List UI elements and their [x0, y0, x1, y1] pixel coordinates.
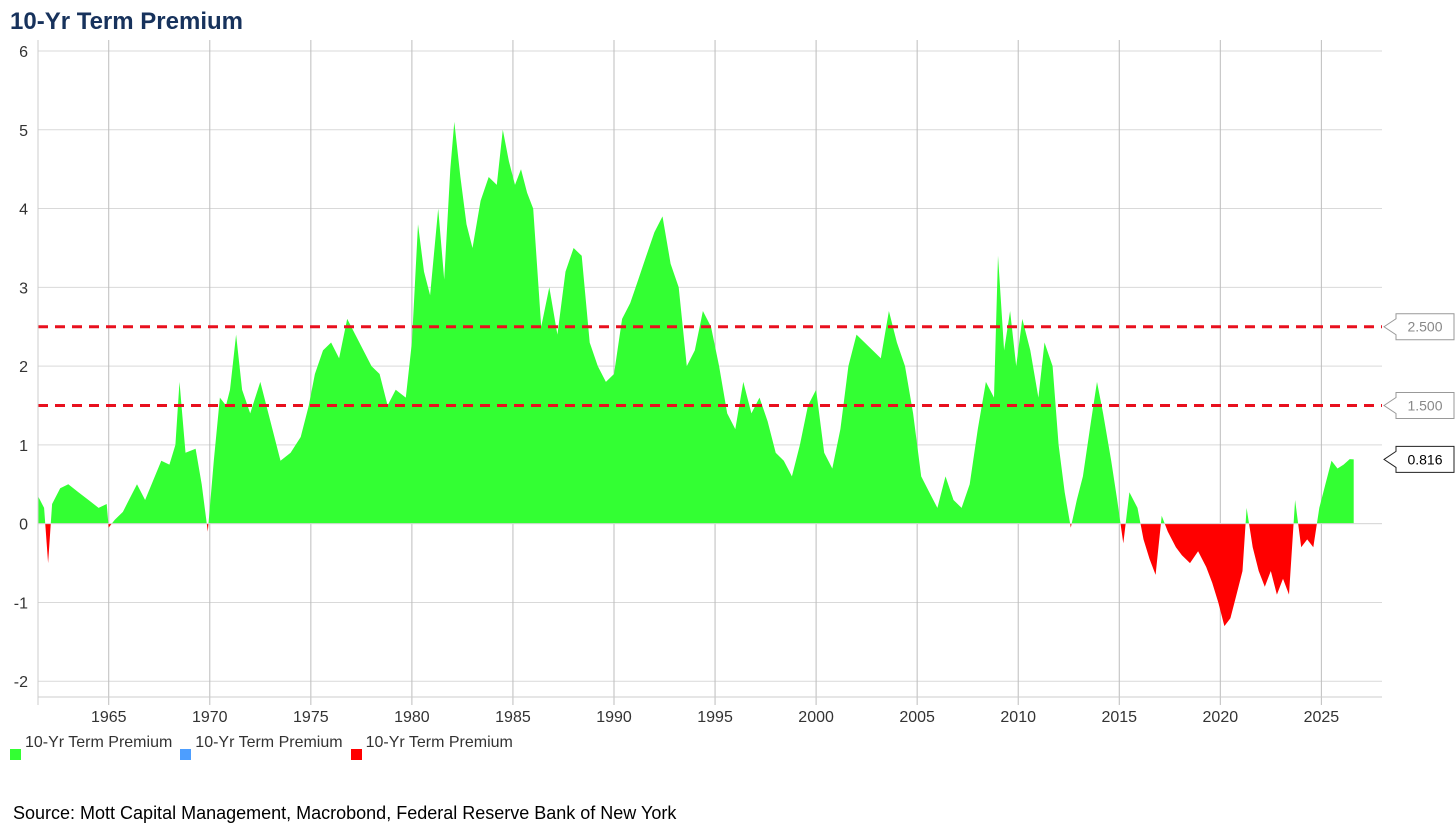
legend-label: 10-Yr Term Premium [195, 734, 343, 751]
legend-swatch-blue [180, 749, 192, 760]
reference-callout: 2.500 [1383, 313, 1455, 341]
y-tick-label: 5 [19, 123, 28, 140]
last-value-callout: 0.816 [1383, 445, 1455, 473]
y-tick-label: 1 [19, 438, 28, 455]
callout-box [1383, 313, 1455, 341]
value-callouts: 2.500 1.500 0.816 [1383, 313, 1455, 473]
y-tick-label: 3 [19, 280, 28, 297]
x-tick-label: 1970 [192, 709, 228, 726]
x-tick-label: 1990 [596, 709, 632, 726]
x-tick-label: 1985 [495, 709, 531, 726]
legend-item-line: 10-Yr Term Premium [180, 734, 343, 760]
y-tick-label: -2 [14, 674, 28, 691]
legend-item-negative: 10-Yr Term Premium [350, 734, 513, 760]
legend-item-positive: 10-Yr Term Premium [10, 734, 172, 760]
callout-label: 2.500 [1407, 319, 1442, 335]
legend-label: 10-Yr Term Premium [365, 734, 513, 751]
y-tick-label: -1 [14, 595, 28, 612]
x-tick-label: 2015 [1101, 709, 1137, 726]
x-tick-label: 2010 [1000, 709, 1036, 726]
x-tick-label: 2000 [798, 709, 834, 726]
legend-swatch-red [350, 749, 362, 760]
source-note: Source: Mott Capital Management, Macrobo… [13, 803, 677, 823]
callout-label: 1.500 [1407, 398, 1442, 414]
legend-swatch-green [10, 749, 21, 760]
x-tick-label: 2025 [1304, 709, 1340, 726]
chart-title: 10-Yr Term Premium [10, 8, 243, 35]
legend: 10-Yr Term Premium 10-Yr Term Premium 10… [10, 734, 521, 760]
x-tick-label: 1995 [697, 709, 733, 726]
axis-layer: -2 -1 0 1 2 3 4 5 6 1965 1970 1975 1980 1985 1990 1995 2… [14, 40, 1382, 726]
x-tick-label: 1965 [91, 709, 127, 726]
y-tick-label: 4 [19, 202, 28, 219]
positive-area [38, 121, 1354, 524]
callout-label: 0.816 [1407, 451, 1442, 467]
x-tick-label: 1980 [394, 709, 430, 726]
callout-box [1383, 392, 1455, 420]
x-tick-label: 2005 [899, 709, 935, 726]
reference-callout: 1.500 [1383, 392, 1455, 420]
y-tick-label: 2 [19, 359, 28, 376]
negative-area [38, 523, 1354, 627]
reference-lines [38, 325, 1382, 408]
x-tick-label: 2020 [1203, 709, 1239, 726]
x-tick-label: 1975 [293, 709, 329, 726]
y-tick-label: 0 [19, 517, 28, 534]
callout-box [1383, 445, 1455, 473]
y-tick-label: 6 [19, 44, 28, 61]
area-layer [38, 121, 1382, 627]
legend-label: 10-Yr Term Premium [25, 734, 173, 751]
